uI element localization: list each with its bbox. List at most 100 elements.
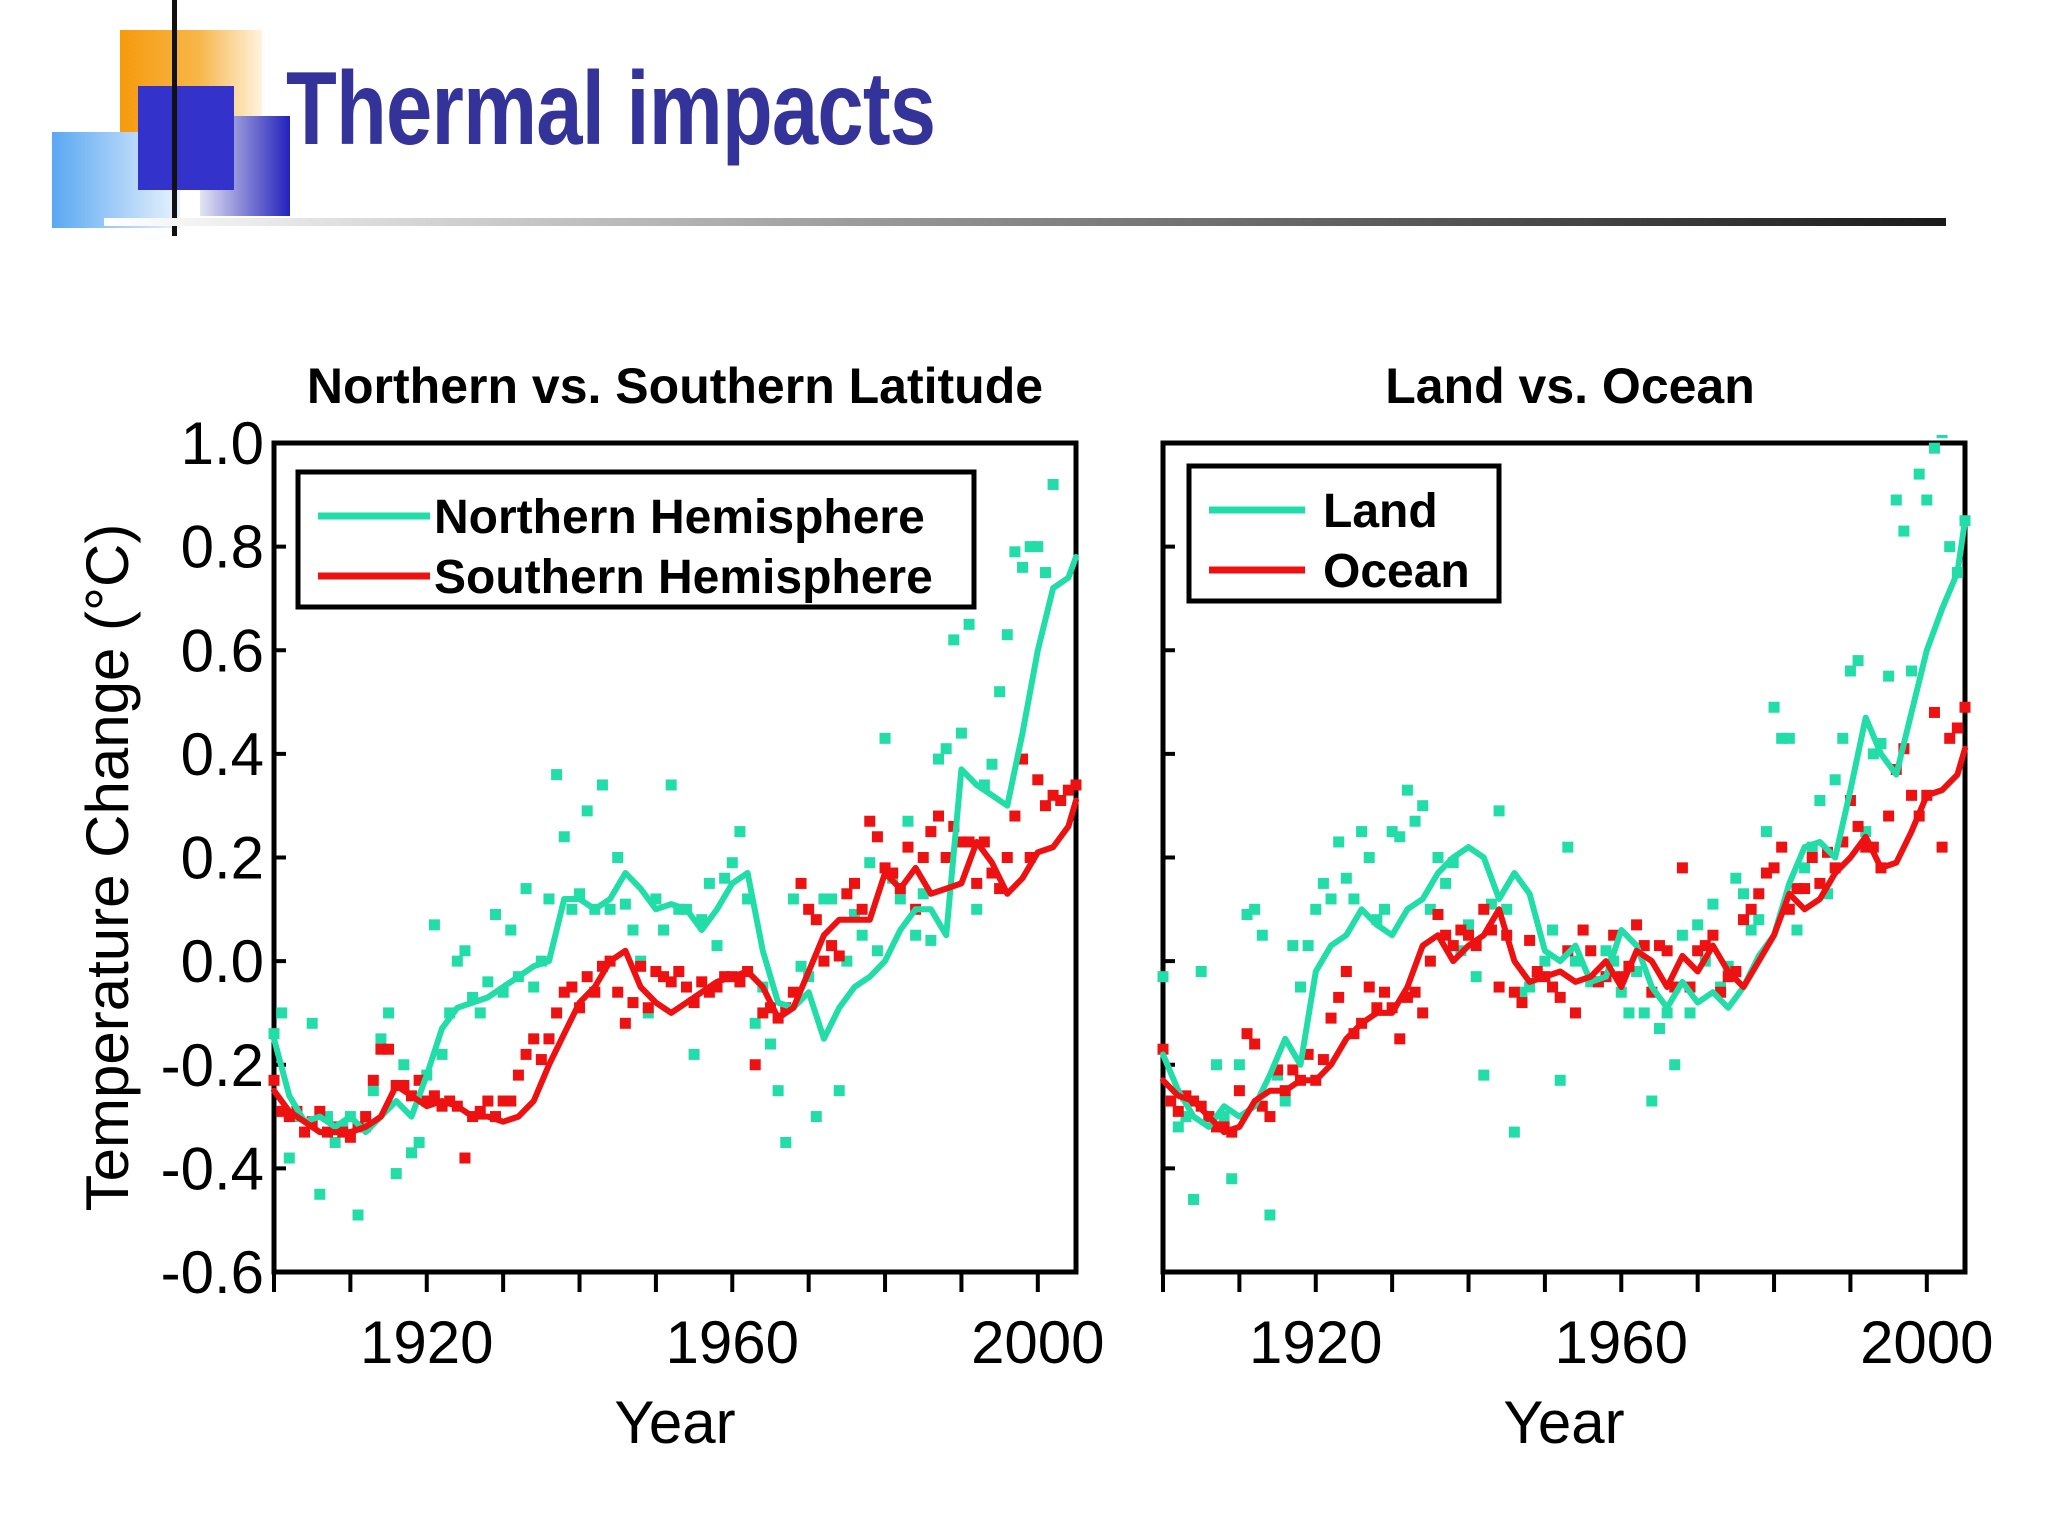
data-point-land xyxy=(1348,893,1360,905)
x-tick-label: 1960 xyxy=(1555,1309,1688,1376)
logo-blue-square xyxy=(138,86,234,190)
data-point-southern-hemisphere xyxy=(642,1002,654,1014)
data-point-northern-hemisphere xyxy=(826,893,838,905)
data-point-northern-hemisphere xyxy=(398,1059,410,1071)
data-point-northern-hemisphere xyxy=(749,1017,761,1029)
data-point-land xyxy=(1684,1007,1696,1019)
data-point-southern-hemisphere xyxy=(344,1131,356,1143)
data-point-ocean xyxy=(1233,1085,1245,1097)
data-point-southern-hemisphere xyxy=(696,976,708,988)
data-point-southern-hemisphere xyxy=(917,852,929,863)
data-point-southern-hemisphere xyxy=(986,867,998,879)
data-point-land xyxy=(1516,986,1528,998)
data-point-southern-hemisphere xyxy=(787,986,799,998)
data-point-southern-hemisphere xyxy=(360,1111,372,1123)
data-point-ocean xyxy=(1883,810,1895,822)
data-point-southern-hemisphere xyxy=(1032,774,1044,786)
data-point-northern-hemisphere xyxy=(612,852,624,863)
data-point-ocean xyxy=(1325,1012,1337,1024)
y-tick-label: 0.4 xyxy=(181,721,264,788)
data-point-land xyxy=(1913,468,1925,480)
data-point-land xyxy=(1692,919,1704,931)
data-point-land xyxy=(1279,1095,1291,1107)
data-point-northern-hemisphere xyxy=(405,1147,417,1159)
data-point-northern-hemisphere xyxy=(726,857,738,869)
data-point-ocean xyxy=(1692,945,1704,957)
data-point-southern-hemisphere xyxy=(619,1017,631,1029)
data-point-land xyxy=(1210,1059,1222,1071)
data-point-northern-hemisphere xyxy=(917,888,929,900)
data-point-land xyxy=(1615,986,1627,998)
data-point-northern-hemisphere xyxy=(314,1188,326,1200)
data-point-northern-hemisphere xyxy=(948,634,960,646)
data-point-northern-hemisphere xyxy=(955,727,967,739)
data-point-northern-hemisphere xyxy=(925,934,937,946)
data-point-northern-hemisphere xyxy=(696,914,708,926)
data-point-land xyxy=(1661,1007,1673,1019)
data-point-northern-hemisphere xyxy=(1024,541,1036,553)
data-point-northern-hemisphere xyxy=(581,805,593,817)
data-point-northern-hemisphere xyxy=(856,929,868,941)
y-tick-label: 1.0 xyxy=(181,410,264,477)
data-point-ocean xyxy=(1608,929,1620,941)
data-point-land xyxy=(1356,826,1368,838)
data-point-southern-hemisphere xyxy=(848,877,860,889)
data-point-ocean xyxy=(1799,883,1811,895)
plot-area xyxy=(268,478,1082,1221)
data-point-ocean xyxy=(1730,965,1742,977)
x-axis-label: Year xyxy=(614,1389,735,1456)
data-point-land xyxy=(1218,1111,1230,1123)
data-point-northern-hemisphere xyxy=(520,883,532,895)
legend-box xyxy=(1186,463,1502,604)
data-point-southern-hemisphere xyxy=(1009,810,1021,822)
data-point-southern-hemisphere xyxy=(1055,795,1067,807)
data-point-ocean xyxy=(1768,862,1780,874)
data-point-northern-hemisphere xyxy=(742,893,754,905)
data-point-land xyxy=(1485,898,1497,910)
data-point-southern-hemisphere xyxy=(558,986,570,998)
data-point-ocean xyxy=(1447,940,1459,952)
data-point-land xyxy=(1936,435,1948,439)
data-point-ocean xyxy=(1776,841,1788,853)
data-point-southern-hemisphere xyxy=(276,1105,288,1117)
data-point-northern-hemisphere xyxy=(933,753,945,765)
data-point-southern-hemisphere xyxy=(520,1048,532,1060)
data-point-ocean xyxy=(1829,862,1841,874)
data-point-ocean xyxy=(1783,903,1795,915)
data-point-northern-hemisphere xyxy=(963,618,975,630)
data-point-northern-hemisphere xyxy=(451,955,463,967)
x-axis-label: Year xyxy=(1503,1389,1624,1456)
data-point-northern-hemisphere xyxy=(910,929,922,941)
data-point-ocean xyxy=(1531,965,1543,977)
data-point-southern-hemisphere xyxy=(803,903,815,915)
data-point-northern-hemisphere xyxy=(1047,478,1059,490)
data-point-ocean xyxy=(1585,945,1597,957)
data-point-southern-hemisphere xyxy=(810,914,822,926)
data-point-land xyxy=(1860,826,1872,838)
data-point-southern-hemisphere xyxy=(283,1111,295,1123)
data-point-northern-hemisphere xyxy=(390,1168,402,1180)
data-point-southern-hemisphere xyxy=(543,1033,555,1045)
chart-title: Land vs. Ocean xyxy=(1385,358,1755,414)
data-point-land xyxy=(1638,1007,1650,1019)
data-point-ocean xyxy=(1906,789,1918,801)
data-point-ocean xyxy=(1860,841,1872,853)
data-point-northern-hemisphere xyxy=(551,769,563,781)
data-point-southern-hemisphere xyxy=(841,888,853,900)
data-point-northern-hemisphere xyxy=(1017,561,1029,573)
y-tick-label: -0.6 xyxy=(161,1239,264,1306)
chart-land-vs-ocean: Land vs. Ocean 1920 1960 2000 Year Land Ocean xyxy=(1157,358,1994,1456)
data-point-southern-hemisphere xyxy=(375,1043,387,1055)
data-point-ocean xyxy=(1745,903,1757,915)
data-point-land xyxy=(1707,898,1719,910)
data-point-ocean xyxy=(1653,940,1665,952)
data-point-ocean xyxy=(1669,981,1681,993)
data-point-ocean xyxy=(1157,1043,1169,1055)
data-point-northern-hemisphere xyxy=(864,857,876,869)
data-point-southern-hemisphere xyxy=(428,1090,440,1102)
data-point-ocean xyxy=(1707,929,1719,941)
data-point-land xyxy=(1791,924,1803,936)
data-point-land xyxy=(1379,903,1391,915)
data-point-southern-hemisphere xyxy=(971,877,983,889)
